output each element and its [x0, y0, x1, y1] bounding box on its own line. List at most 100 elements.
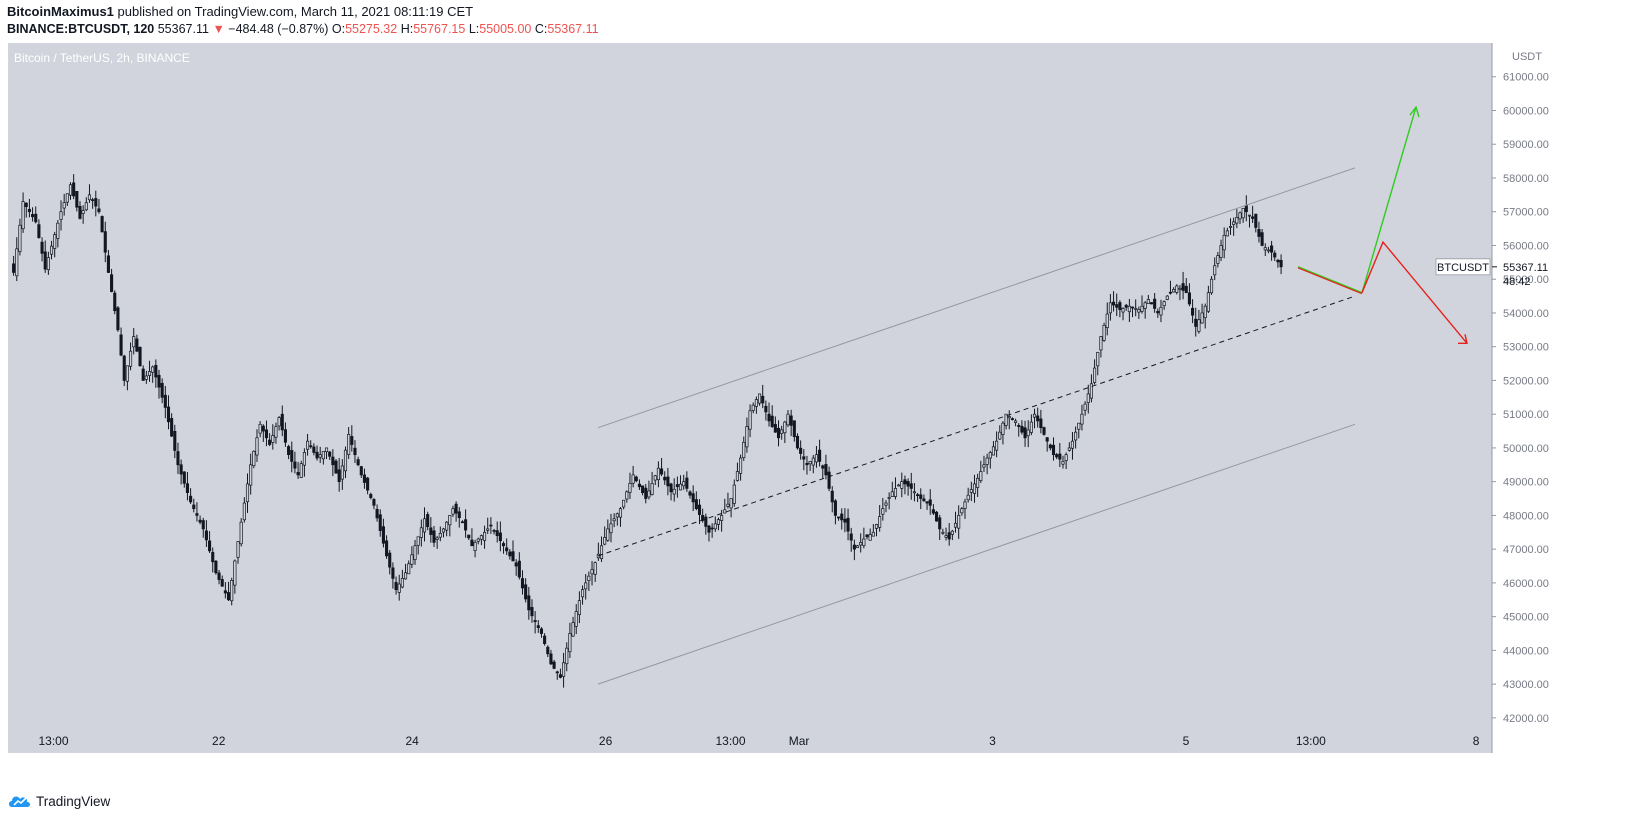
- candle-body: [966, 494, 970, 501]
- candle: [1086, 384, 1090, 414]
- candle: [666, 467, 670, 496]
- candle-body: [119, 334, 123, 356]
- candle: [299, 460, 303, 479]
- candle: [685, 471, 689, 492]
- candle: [584, 574, 588, 600]
- tradingview-cloud-icon: [9, 796, 30, 807]
- candle-body: [950, 530, 954, 535]
- author-name[interactable]: BitcoinMaximus1: [7, 4, 114, 19]
- candle-body: [1070, 440, 1075, 449]
- candle: [716, 517, 721, 531]
- last-price: 55367.11: [157, 22, 209, 36]
- candle: [201, 517, 205, 538]
- candle: [1001, 421, 1005, 445]
- candle-body: [189, 495, 193, 503]
- candle: [976, 473, 980, 497]
- candle: [524, 578, 528, 603]
- candle-body: [40, 241, 44, 254]
- candle-body: [1266, 249, 1270, 252]
- candle: [830, 486, 834, 513]
- candle: [445, 521, 449, 537]
- candle: [473, 539, 477, 558]
- candle-body: [543, 635, 547, 644]
- candle-body: [236, 541, 240, 558]
- candle: [660, 458, 664, 477]
- candle-body: [963, 501, 967, 509]
- candle: [792, 420, 796, 442]
- candle-body: [685, 477, 689, 489]
- candle-body: [230, 580, 234, 602]
- candle-body: [125, 365, 129, 382]
- candle: [302, 448, 306, 477]
- candle-body: [182, 471, 186, 484]
- high-value: 55767.15: [413, 22, 466, 36]
- candle-body: [245, 483, 250, 503]
- candle: [438, 526, 442, 542]
- candle: [1039, 409, 1043, 434]
- candle: [697, 499, 702, 524]
- candle-body: [881, 508, 885, 515]
- candle: [789, 409, 793, 437]
- candle-body: [988, 452, 992, 459]
- candle-body: [976, 477, 980, 488]
- candle: [1093, 359, 1097, 385]
- candle-body: [792, 420, 796, 438]
- candle: [144, 370, 148, 384]
- candle-body: [837, 516, 841, 519]
- candle: [353, 440, 357, 464]
- candle-body: [957, 515, 961, 529]
- candle: [391, 562, 395, 589]
- candle-body: [931, 509, 935, 514]
- candle-body: [1074, 431, 1078, 441]
- candle-body: [1134, 308, 1138, 310]
- candle-body: [1241, 207, 1245, 219]
- candle-body: [198, 519, 202, 523]
- candle-body: [742, 441, 746, 458]
- x-tick-label: 24: [405, 734, 419, 748]
- candle-body: [723, 509, 727, 514]
- candle: [1010, 417, 1014, 421]
- candle-body: [347, 434, 351, 455]
- candle: [217, 569, 221, 585]
- candle-body: [381, 526, 385, 544]
- candle-body: [840, 513, 844, 521]
- candle: [1219, 239, 1223, 262]
- candle-body: [1228, 225, 1233, 228]
- candle-body: [53, 234, 57, 249]
- candle: [795, 433, 800, 450]
- candle-body: [84, 202, 88, 211]
- candle: [707, 524, 711, 542]
- publish-info: published on TradingView.com, March 11, …: [117, 4, 474, 19]
- candle: [694, 491, 698, 511]
- candle-body: [350, 436, 354, 445]
- candle: [1263, 243, 1267, 256]
- tradingview-brand[interactable]: TradingView: [8, 793, 110, 809]
- candle: [261, 424, 265, 442]
- y-tick-label: 56000.00: [1503, 240, 1549, 252]
- candle: [748, 404, 752, 438]
- candle: [378, 509, 382, 537]
- candle: [413, 539, 417, 565]
- price-change: −484.48 (−0.87%): [228, 22, 329, 36]
- candle: [568, 622, 572, 658]
- candle-body: [369, 493, 373, 499]
- price-tag-countdown: 48:42: [1503, 276, 1531, 288]
- candle-body: [767, 413, 771, 422]
- candle: [1061, 455, 1065, 469]
- candle: [138, 346, 142, 367]
- candle-body: [1222, 234, 1226, 251]
- candle-body: [1197, 319, 1201, 332]
- candle: [906, 478, 910, 496]
- candle-body: [498, 532, 502, 542]
- candle: [558, 668, 562, 679]
- candle: [972, 474, 977, 503]
- candle-body: [618, 508, 623, 518]
- candle: [255, 429, 259, 462]
- candle: [1118, 300, 1122, 318]
- candle-body: [166, 406, 171, 423]
- candle: [514, 559, 518, 576]
- candle: [1213, 257, 1217, 281]
- candle-body: [524, 584, 528, 600]
- candle-body: [328, 451, 332, 457]
